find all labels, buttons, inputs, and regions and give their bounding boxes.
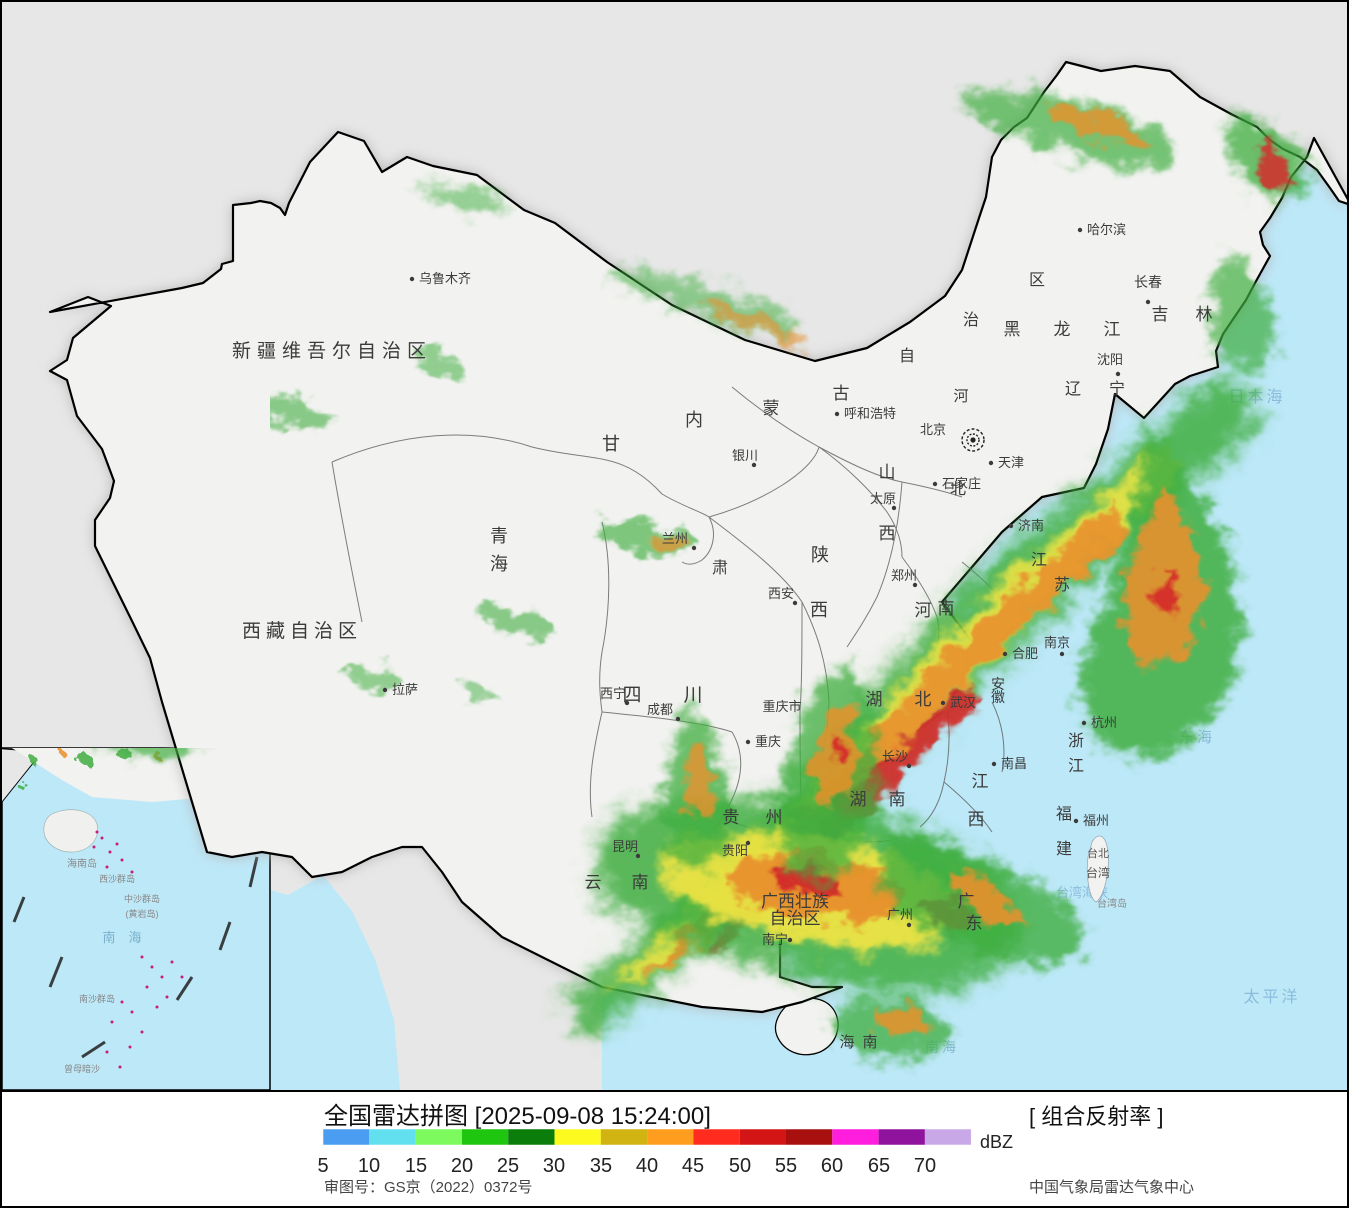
svg-text:肃: 肃 xyxy=(712,559,728,577)
svg-text:自: 自 xyxy=(899,347,915,365)
svg-text:林: 林 xyxy=(1196,305,1213,324)
svg-text:云: 云 xyxy=(585,873,602,892)
svg-text:广: 广 xyxy=(958,892,975,911)
svg-text:银川: 银川 xyxy=(732,448,758,463)
svg-text:郑州: 郑州 xyxy=(891,568,917,583)
svg-text:[ 组合反射率 ]: [ 组合反射率 ] xyxy=(1029,1104,1163,1129)
svg-text:合肥: 合肥 xyxy=(1012,646,1038,661)
svg-text:西: 西 xyxy=(968,810,985,829)
svg-text:辽: 辽 xyxy=(1065,380,1081,398)
svg-text:全国雷达拼图 [2025-09-08 15:24:00]: 全国雷达拼图 [2025-09-08 15:24:00] xyxy=(324,1103,711,1130)
svg-text:建: 建 xyxy=(1056,840,1072,858)
svg-text:太原: 太原 xyxy=(870,491,896,506)
svg-text:南宁: 南宁 xyxy=(762,932,788,947)
svg-text:重庆: 重庆 xyxy=(755,734,781,749)
svg-text:重庆市: 重庆市 xyxy=(762,699,801,714)
svg-text:内: 内 xyxy=(685,410,703,430)
svg-text:西藏自治区: 西藏自治区 xyxy=(242,620,362,642)
svg-text:陕: 陕 xyxy=(811,545,829,565)
svg-text:昆明: 昆明 xyxy=(612,839,638,854)
svg-text:蒙: 蒙 xyxy=(763,399,780,418)
svg-text:25: 25 xyxy=(497,1155,519,1177)
svg-text:60: 60 xyxy=(821,1155,843,1177)
svg-text:20: 20 xyxy=(451,1155,473,1177)
svg-text:15: 15 xyxy=(405,1155,427,1177)
svg-text:湖: 湖 xyxy=(866,690,883,709)
svg-text:天津: 天津 xyxy=(998,455,1024,470)
svg-text:45: 45 xyxy=(682,1155,704,1177)
svg-text:江: 江 xyxy=(1068,757,1084,775)
svg-text:自治区: 自治区 xyxy=(770,909,821,928)
svg-text:湖: 湖 xyxy=(850,790,867,809)
svg-text:西安: 西安 xyxy=(768,586,794,601)
svg-text:苏: 苏 xyxy=(1054,576,1070,594)
svg-text:南京: 南京 xyxy=(1044,635,1070,650)
svg-text:区: 区 xyxy=(1029,272,1045,289)
svg-text:兰州: 兰州 xyxy=(662,531,688,546)
svg-text:江: 江 xyxy=(972,772,989,791)
svg-text:南: 南 xyxy=(889,790,906,809)
svg-text:治: 治 xyxy=(963,311,979,329)
svg-text:广州: 广州 xyxy=(887,907,913,922)
svg-text:杭州: 杭州 xyxy=(1091,715,1117,730)
svg-text:乌鲁木齐: 乌鲁木齐 xyxy=(419,271,471,286)
svg-text:宁: 宁 xyxy=(1109,380,1125,398)
svg-text:川: 川 xyxy=(683,685,702,706)
svg-text:西: 西 xyxy=(879,524,896,543)
svg-text:65: 65 xyxy=(868,1155,890,1177)
svg-text:北: 北 xyxy=(915,690,932,709)
svg-text:长沙: 长沙 xyxy=(882,749,908,764)
svg-text:贵阳: 贵阳 xyxy=(722,843,748,858)
svg-text:拉萨: 拉萨 xyxy=(392,682,418,697)
svg-text:30: 30 xyxy=(543,1155,565,1177)
svg-text:北京: 北京 xyxy=(920,422,946,437)
svg-text:中国气象局雷达气象中心: 中国气象局雷达气象中心 xyxy=(1029,1179,1194,1196)
svg-text:西宁: 西宁 xyxy=(600,686,626,701)
svg-text:州: 州 xyxy=(766,808,783,827)
svg-text:古: 古 xyxy=(833,384,850,403)
svg-text:东: 东 xyxy=(966,914,983,933)
svg-text:江: 江 xyxy=(1104,320,1121,339)
svg-text:审图号：GS京（2022）0372号: 审图号：GS京（2022）0372号 xyxy=(324,1179,532,1196)
svg-text:山: 山 xyxy=(879,463,896,482)
svg-text:浙: 浙 xyxy=(1068,732,1084,750)
svg-text:黑: 黑 xyxy=(1004,320,1021,339)
svg-text:55: 55 xyxy=(775,1155,797,1177)
svg-text:新疆维吾尔自治区: 新疆维吾尔自治区 xyxy=(232,340,432,362)
svg-text:dBZ: dBZ xyxy=(980,1132,1013,1152)
svg-text:10: 10 xyxy=(358,1155,380,1177)
svg-text:40: 40 xyxy=(636,1155,658,1177)
svg-text:河: 河 xyxy=(915,601,932,620)
svg-text:长春: 长春 xyxy=(1134,274,1162,290)
svg-text:吉: 吉 xyxy=(1152,305,1169,324)
svg-text:5: 5 xyxy=(317,1155,328,1177)
svg-text:南: 南 xyxy=(938,599,955,618)
svg-text:徽: 徽 xyxy=(991,689,1005,705)
svg-text:江: 江 xyxy=(1031,551,1047,569)
svg-text:南: 南 xyxy=(632,873,649,892)
svg-text:哈尔滨: 哈尔滨 xyxy=(1087,222,1126,237)
svg-text:河: 河 xyxy=(953,388,968,405)
svg-text:50: 50 xyxy=(729,1155,751,1177)
svg-text:海: 海 xyxy=(839,1034,854,1051)
svg-text:70: 70 xyxy=(914,1155,936,1177)
svg-text:海: 海 xyxy=(490,554,508,574)
svg-text:石家庄: 石家庄 xyxy=(942,476,981,491)
svg-text:呼和浩特: 呼和浩特 xyxy=(844,406,896,421)
svg-text:福: 福 xyxy=(1056,805,1072,823)
svg-text:35: 35 xyxy=(590,1155,612,1177)
svg-text:南昌: 南昌 xyxy=(1001,756,1027,771)
svg-text:武汉: 武汉 xyxy=(950,695,976,710)
svg-text:甘: 甘 xyxy=(602,434,620,454)
svg-text:福州: 福州 xyxy=(1083,813,1109,828)
svg-text:龙: 龙 xyxy=(1054,320,1071,339)
svg-text:成都: 成都 xyxy=(647,702,673,717)
svg-text:贵: 贵 xyxy=(723,808,740,827)
svg-text:青: 青 xyxy=(490,526,508,546)
svg-text:西: 西 xyxy=(810,600,828,620)
svg-text:济南: 济南 xyxy=(1018,518,1044,533)
svg-text:沈阳: 沈阳 xyxy=(1097,352,1123,367)
svg-text:南: 南 xyxy=(862,1034,877,1051)
